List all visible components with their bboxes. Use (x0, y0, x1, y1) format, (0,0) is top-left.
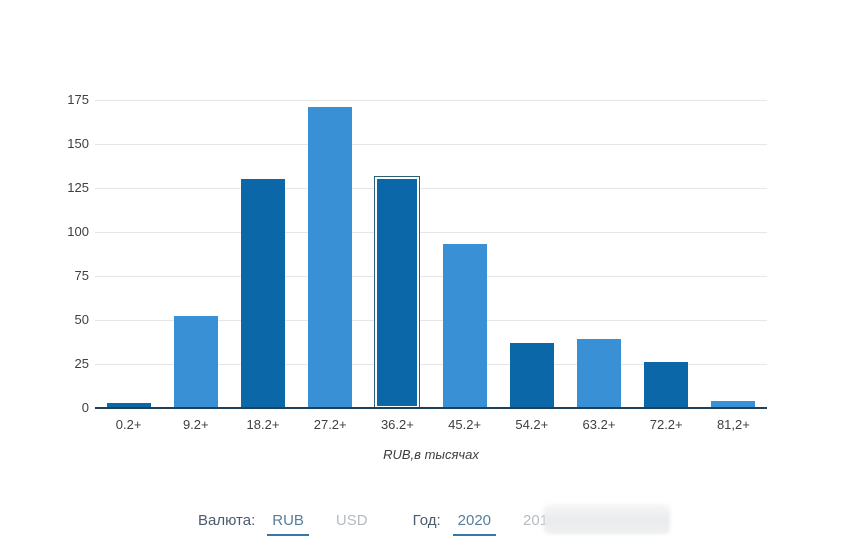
x-tick-72.2+: 72.2+ (649, 417, 683, 432)
x-tick-0.2+: 0.2+ (115, 417, 142, 432)
bar-0.2+[interactable] (106, 402, 151, 408)
bar-36.2+[interactable] (374, 176, 421, 409)
gridline-25 (95, 363, 767, 365)
bar-63.2+[interactable] (577, 339, 621, 408)
gridline-175 (95, 99, 767, 101)
x-tick-45.2+: 45.2+ (448, 417, 482, 432)
year-label: Год: (412, 512, 441, 529)
currency-option-rub[interactable]: RUB (267, 510, 309, 536)
bar-18.2+[interactable] (241, 179, 285, 408)
y-tick-50: 50 (74, 312, 89, 327)
y-tick-100: 100 (67, 224, 89, 239)
x-tick-81,2+: 81,2+ (716, 417, 750, 432)
gridline-125 (95, 187, 767, 189)
gridline-100 (95, 231, 767, 233)
x-tick-36.2+: 36.2+ (380, 417, 414, 432)
x-tick-18.2+: 18.2+ (246, 417, 280, 432)
y-tick-25: 25 (74, 356, 89, 371)
bar-chart: RUB,в тысячах 0 25 50 75 100 125 150 175 0.2+ 9.2… (67, 92, 767, 462)
gridline-150 (95, 143, 767, 145)
bar-27.2+[interactable] (308, 107, 353, 408)
y-tick-175: 175 (67, 92, 89, 107)
year-option-2020[interactable]: 2020 (452, 510, 497, 536)
x-tick-54.2+: 54.2+ (515, 417, 549, 432)
x-tick-63.2+: 63.2+ (582, 417, 616, 432)
bar-9.2+[interactable] (173, 316, 218, 408)
y-tick-150: 150 (67, 136, 89, 151)
gridline-50 (95, 319, 767, 321)
y-tick-75: 75 (74, 268, 89, 283)
currency-label: Валюта: (198, 512, 256, 529)
bar-81,2+[interactable] (711, 400, 756, 408)
x-axis-line (95, 407, 767, 409)
x-tick-27.2+: 27.2+ (313, 417, 347, 432)
chart-controls: Валюта: RUB USD Год: 2020 2019 (198, 510, 561, 536)
bar-45.2+[interactable] (442, 244, 487, 408)
bar-72.2+[interactable] (644, 362, 689, 408)
y-tick-125: 125 (67, 180, 89, 195)
x-axis-title: RUB,в тысячах (383, 447, 479, 462)
bar-54.2+[interactable] (509, 342, 554, 408)
y-tick-0: 0 (81, 400, 89, 415)
currency-option-usd[interactable]: USD (335, 512, 368, 529)
x-tick-9.2+: 9.2+ (182, 417, 209, 432)
gridline-75 (95, 275, 767, 277)
redacted-control[interactable] (545, 506, 669, 533)
